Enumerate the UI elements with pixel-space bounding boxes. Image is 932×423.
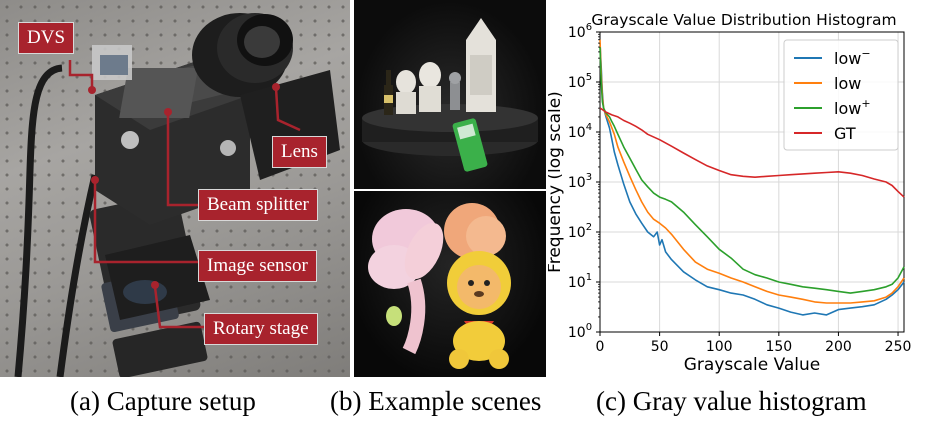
- y-tick-label: 102: [568, 222, 592, 241]
- plush-toys-illustration: [368, 203, 511, 369]
- series-line-3: [599, 107, 905, 198]
- legend-label-3: GT: [834, 124, 856, 143]
- caption-example-scenes: (b) Example scenes: [330, 386, 542, 416]
- callout-beam-splitter: Beam splitter: [198, 189, 318, 221]
- legend-label-1: low: [834, 74, 861, 93]
- callout-image-sensor: Image sensor: [198, 250, 317, 282]
- chart-title: Grayscale Value Distribution Histogram: [591, 11, 896, 29]
- x-tick-label: 250: [885, 339, 912, 355]
- legend-label-2: low+: [834, 97, 871, 118]
- y-tick-label: 105: [568, 72, 592, 91]
- y-axis-ticks: 100 101 102 103 104 105 106: [568, 22, 600, 341]
- capture-setup-illustration: [14, 13, 340, 377]
- callout-lens: Lens: [272, 136, 327, 168]
- callout-dvs: DVS: [18, 22, 75, 54]
- y-tick-label: 104: [568, 122, 592, 141]
- y-tick-label: 100: [568, 322, 592, 341]
- x-tick-label: 200: [825, 339, 852, 355]
- y-tick-label: 106: [568, 22, 592, 41]
- x-axis-ticks: 0 50 100 150 200 250: [596, 332, 912, 355]
- y-tick-label: 103: [568, 172, 592, 191]
- legend-box: [783, 39, 899, 151]
- callout-rotary-stage: Rotary stage: [204, 313, 318, 345]
- x-tick-label: 0: [596, 339, 605, 355]
- y-tick-label: 101: [568, 272, 592, 291]
- chart-legend: low− low low+ GT: [783, 39, 899, 151]
- x-tick-label: 150: [765, 339, 792, 355]
- example-scene-plush-toys: [354, 191, 546, 377]
- y-axis-label: Frequency (log scale): [548, 91, 565, 273]
- statues-illustration: [362, 18, 538, 172]
- caption-gray-value-histogram: (c) Gray value histogram: [596, 386, 867, 416]
- x-axis-label: Grayscale Value: [684, 355, 821, 375]
- x-tick-label: 50: [651, 339, 669, 355]
- capture-setup-photo: DVS Lens Beam splitter Image sensor Rota…: [0, 0, 350, 377]
- series-line-2: [599, 47, 905, 294]
- caption-capture-setup: (a) Capture setup: [70, 386, 256, 416]
- series-line-0: [599, 43, 905, 316]
- series-line-1: [599, 39, 905, 304]
- chart-series-layer: [599, 39, 905, 316]
- legend-label-0: low−: [834, 47, 871, 68]
- gray-value-histogram-chart: Grayscale Value Distribution Histogram 0…: [548, 11, 912, 375]
- x-tick-label: 100: [706, 339, 733, 355]
- example-scene-statues: [354, 0, 546, 189]
